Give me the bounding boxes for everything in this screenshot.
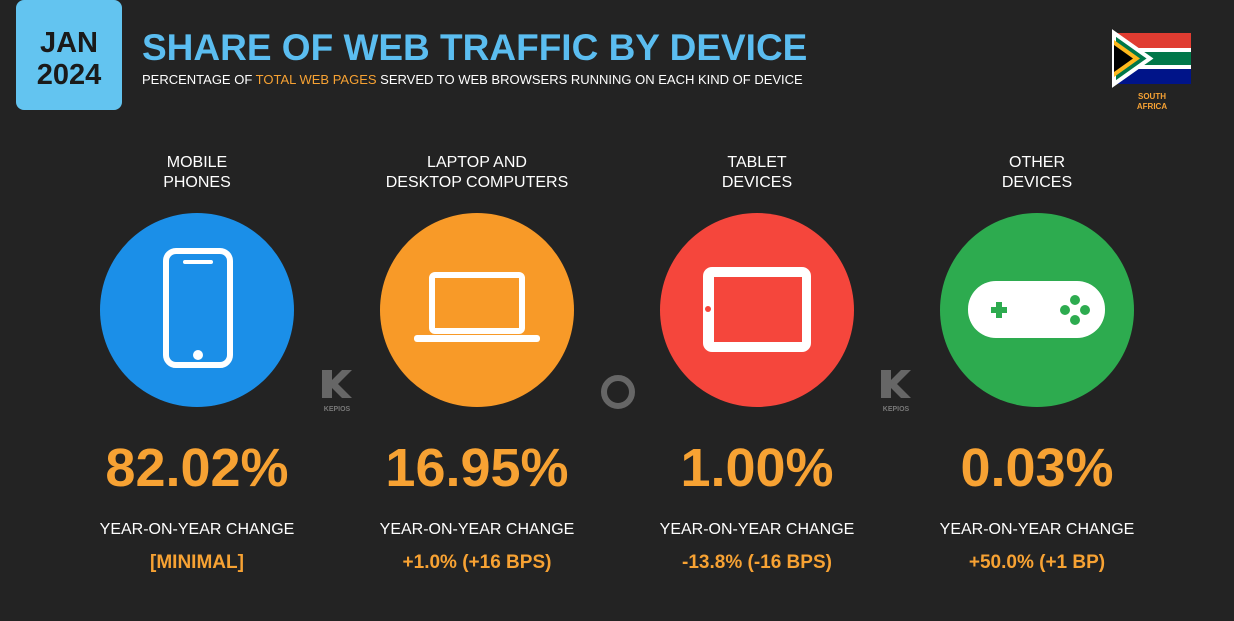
device-label: MOBILE: [167, 154, 227, 171]
subtitle: PERCENTAGE OF TOTAL WEB PAGES SERVED TO …: [142, 72, 803, 87]
tablet-icon: [703, 267, 811, 352]
share-value: 0.03%: [960, 438, 1113, 498]
device-label: DESKTOP COMPUTERS: [386, 174, 569, 191]
date-month: JAN: [40, 27, 98, 59]
subtitle-part: PERCENTAGE OF: [142, 72, 256, 87]
watermark-logo: [322, 370, 911, 409]
device-label: LAPTOP AND: [427, 154, 527, 171]
subtitle-highlight: TOTAL WEB PAGES: [256, 72, 377, 87]
change-label: YEAR-ON-YEAR CHANGE: [940, 521, 1135, 538]
country: AFRICA: [1137, 102, 1167, 111]
subtitle-part: SERVED TO WEB BROWSERS RUNNING ON EACH K…: [377, 72, 804, 87]
share-value: 16.95%: [385, 438, 568, 498]
country: SOUTH: [1138, 92, 1166, 101]
change-value: +1.0% (+16 BPS): [403, 552, 552, 573]
change-value: +50.0% (+1 BP): [969, 552, 1105, 573]
device-circle: [100, 213, 294, 407]
change-label: YEAR-ON-YEAR CHANGE: [660, 521, 855, 538]
device-label: DEVICES: [1002, 174, 1072, 191]
device-label: PHONES: [163, 174, 231, 191]
watermark: KEPIOS: [883, 406, 910, 413]
laptop-icon: [414, 272, 540, 342]
change-value: -13.8% (-16 BPS): [682, 552, 832, 573]
share-value: 1.00%: [680, 438, 833, 498]
device-label: OTHER: [1009, 154, 1065, 171]
device-label: TABLET: [727, 154, 787, 171]
change-label: YEAR-ON-YEAR CHANGE: [100, 521, 295, 538]
device-circle: [380, 213, 574, 407]
change-value: [MINIMAL]: [150, 552, 244, 573]
change-label: YEAR-ON-YEAR CHANGE: [380, 521, 575, 538]
flag: [1112, 29, 1191, 88]
date-year: 2024: [37, 59, 102, 91]
date-badge: [16, 0, 122, 110]
title: SHARE OF WEB TRAFFIC BY DEVICE: [142, 27, 807, 68]
gamepad-icon: [968, 281, 1105, 338]
watermark: KEPIOS: [324, 406, 351, 413]
device-label: DEVICES: [722, 174, 792, 191]
phone-icon: [163, 248, 233, 368]
share-value: 82.02%: [105, 438, 288, 498]
